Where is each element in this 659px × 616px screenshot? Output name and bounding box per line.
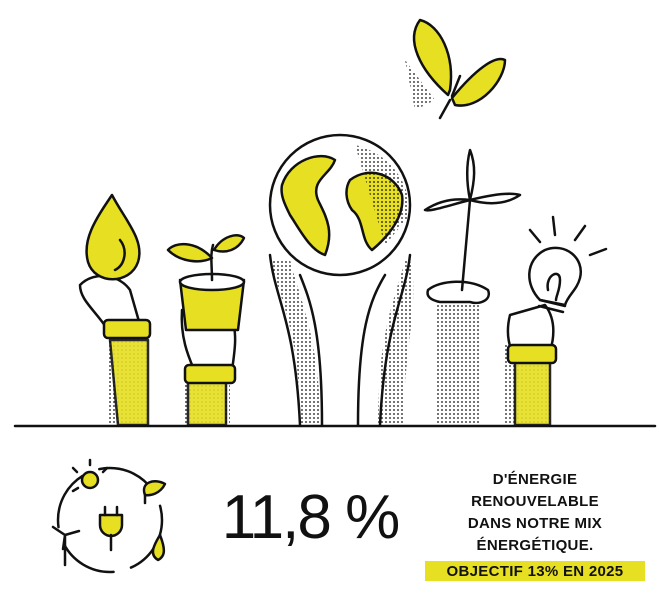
infographic: 11,8 % D'ÉNERGIE RENOUVELABLE DANS NOTRE… <box>0 0 659 616</box>
stat-description: D'ÉNERGIE RENOUVELABLE DANS NOTRE MIX ÉN… <box>425 471 645 581</box>
energy-cycle-icon <box>53 460 165 572</box>
drop-hand <box>80 195 150 425</box>
bulb-hand <box>505 217 606 425</box>
description-line: D'ÉNERGIE <box>493 471 578 488</box>
illustration <box>15 20 655 426</box>
description-line: ÉNERGÉTIQUE. <box>477 537 594 554</box>
plant-hand <box>168 235 244 425</box>
globe-hands <box>270 135 413 425</box>
description-line: RENOUVELABLE <box>471 493 599 510</box>
stat-value: 11,8 % <box>222 483 398 552</box>
description-line: DANS NOTRE MIX <box>468 515 602 532</box>
butterfly <box>405 20 505 118</box>
objective: OBJECTIF 13% EN 2025 <box>447 563 624 580</box>
